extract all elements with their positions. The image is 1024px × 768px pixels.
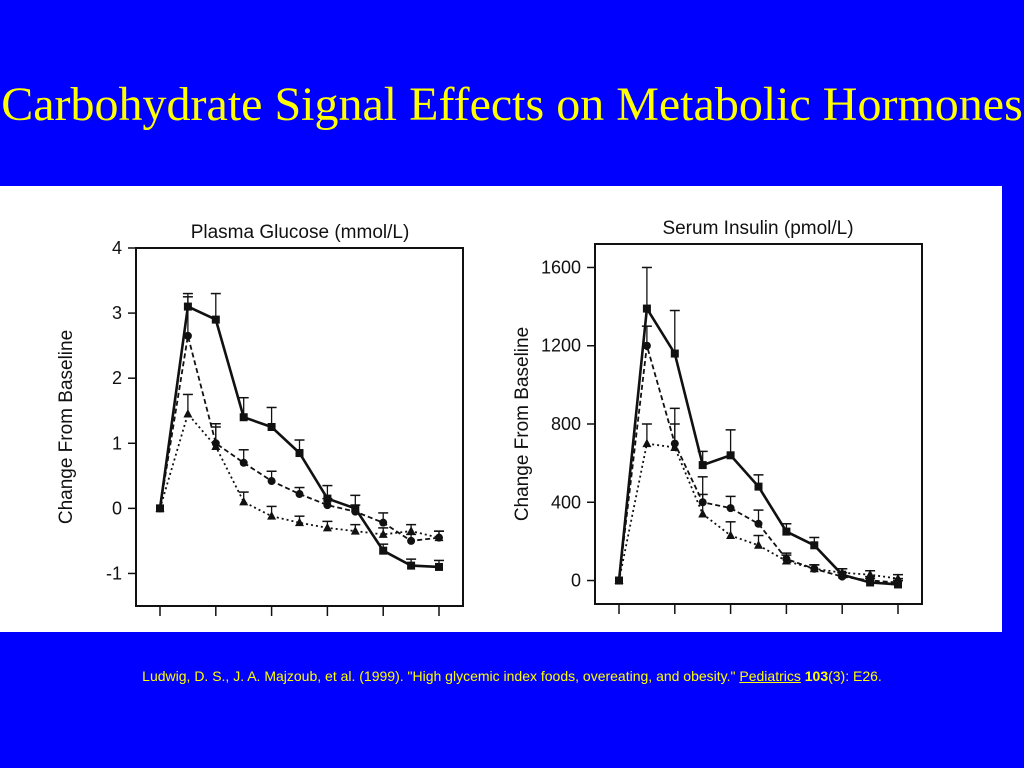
citation-text: Ludwig, D. S., J. A. Majzoub, et al. (19… (142, 668, 740, 684)
data-point (810, 541, 819, 550)
series-triangle (155, 393, 444, 542)
data-point (379, 518, 388, 527)
data-point (642, 304, 651, 313)
data-point (865, 569, 875, 579)
data-point (295, 490, 304, 499)
citation-volume: 103 (804, 668, 829, 684)
series-line (618, 345, 899, 584)
y-tick-label: 0 (571, 571, 581, 591)
data-point (670, 349, 679, 358)
data-point (781, 555, 791, 565)
y-axis-label: Change From Baseline (512, 327, 533, 521)
data-point (267, 477, 276, 486)
y-axis-label: Change From Baseline (56, 330, 77, 524)
data-point (378, 529, 388, 538)
y-tick-label: 1600 (541, 257, 581, 277)
y-tick-label: -1 (106, 563, 122, 583)
data-point (350, 526, 360, 535)
series-line (159, 412, 440, 539)
data-point (614, 575, 624, 585)
data-point (754, 482, 763, 491)
y-tick-label: 2 (112, 368, 122, 388)
series-circle (156, 296, 444, 545)
figure-svg: Plasma Glucose (mmol/L) Change From Basel… (56, 218, 923, 616)
data-point (379, 546, 388, 555)
data-point (698, 509, 708, 518)
data-point (670, 442, 680, 451)
data-point (267, 511, 277, 520)
data-point (295, 517, 304, 527)
citation: Ludwig, D. S., J. A. Majzoub, et al. (19… (0, 668, 1024, 684)
citation-journal-link[interactable]: Pediatrics (739, 668, 801, 684)
data-point (754, 519, 763, 528)
data-point (726, 504, 735, 513)
figure-panel: Plasma Glucose (mmol/L) Change From Basel… (0, 186, 1002, 632)
data-point (754, 540, 763, 549)
data-point (155, 503, 165, 512)
data-point (642, 438, 652, 448)
chart-title: Plasma Glucose (mmol/L) (191, 222, 410, 243)
data-point (183, 331, 192, 340)
y-tick-label: 1 (112, 433, 122, 453)
y-tick-label: 400 (551, 492, 581, 512)
data-point (893, 573, 903, 583)
data-point (782, 527, 791, 536)
data-point (351, 507, 360, 516)
y-tick-label: 3 (112, 303, 122, 323)
data-point (267, 423, 276, 431)
data-point (434, 532, 444, 542)
data-point (406, 526, 416, 535)
data-point (211, 441, 221, 451)
data-point (866, 576, 875, 585)
series-square (156, 292, 444, 571)
data-point (642, 341, 651, 350)
data-point (726, 530, 736, 540)
data-point (183, 408, 193, 418)
y-tick-label: 1200 (541, 336, 581, 356)
data-point (211, 315, 220, 324)
data-point (239, 496, 249, 506)
data-point (407, 561, 416, 570)
plot-frame (135, 247, 464, 607)
data-point (239, 458, 248, 467)
data-point (698, 461, 707, 470)
series-line (159, 335, 440, 542)
y-tick-label: 0 (112, 498, 122, 518)
data-point (323, 501, 332, 510)
series-triangle (614, 423, 903, 585)
y-tick-label: 800 (551, 414, 581, 434)
chart-2: Serum Insulin (pmol/L) Change From Baseli… (512, 218, 923, 614)
data-point (809, 563, 819, 573)
series-line (158, 304, 440, 569)
data-point (435, 562, 443, 571)
slide-title: Carbohydrate Signal Effects on Metabolic… (1, 78, 1023, 131)
data-point (239, 413, 248, 422)
data-point (407, 536, 416, 545)
chart-1: Plasma Glucose (mmol/L) Change From Basel… (56, 222, 464, 616)
data-point (837, 567, 847, 577)
chart-title: Serum Insulin (pmol/L) (662, 218, 853, 239)
data-point (322, 522, 332, 532)
data-point (295, 449, 304, 458)
data-point (726, 451, 735, 460)
y-tick-label: 4 (112, 238, 122, 258)
citation-issue: (3): E26. (828, 668, 882, 684)
